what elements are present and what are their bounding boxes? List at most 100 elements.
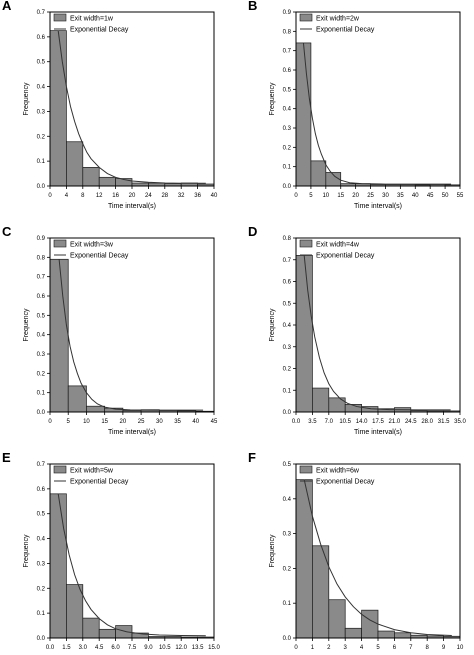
x-tick-label: 25 [367, 193, 374, 199]
y-tick-label: 0.7 [37, 275, 46, 281]
x-tick-label: 0 [294, 193, 298, 199]
x-tick-label: 45 [211, 419, 218, 425]
x-tick-label: 3.5 [308, 419, 317, 425]
x-axis-label: Time interval(s) [108, 429, 156, 436]
bar [344, 627, 362, 639]
x-tick-label: 55 [457, 193, 464, 199]
plot-frame [49, 237, 215, 413]
bar [49, 493, 67, 639]
y-tick-label: 0.8 [283, 236, 292, 242]
y-tick-label: 0.9 [283, 10, 292, 16]
panel-c: C 0 5 10 15 20 25 30 35 40 45 0.0 0.1 0.2 0.3 0.4 0.5 0.6… [2, 224, 218, 436]
legend-curve-label: Exponential Decay [316, 479, 375, 486]
y-tick-label: 0.7 [37, 462, 46, 468]
decay-curve [302, 42, 452, 185]
x-tick-label: 30 [382, 193, 389, 199]
y-tick-label: 0.3 [283, 126, 292, 132]
y-tick-label: 0.3 [37, 352, 46, 358]
x-axis-label: Time interval(s) [354, 203, 402, 210]
x-tick-label: 8 [81, 193, 85, 199]
x-tick-label: 5 [309, 193, 313, 199]
y-tick-label: 0.8 [283, 29, 292, 35]
bar [295, 255, 313, 413]
x-tick-label: 31.5 [438, 419, 450, 425]
bar [66, 141, 84, 187]
y-tick-label: 0.5 [283, 87, 292, 93]
x-tick-label: 15 [101, 419, 108, 425]
bar [49, 30, 67, 187]
y-tick-label: 0.4 [283, 107, 292, 113]
x-tick-label: 35 [174, 419, 181, 425]
legend-curve-label: Exponential Decay [70, 253, 129, 260]
x-tick-label: 10 [322, 193, 329, 199]
y-tick-label: 0.1 [37, 391, 46, 397]
x-tick-label: 2 [327, 645, 331, 651]
bar [295, 42, 312, 187]
y-tick-label: 0.6 [283, 280, 292, 286]
x-tick-label: 12.0 [175, 645, 187, 651]
x-tick-label: 10 [457, 645, 464, 651]
panel-letter: A [2, 0, 12, 13]
panel-letter: E [2, 450, 11, 465]
y-tick-label: 0.5 [37, 512, 46, 518]
x-axis-label: Time interval(s) [354, 429, 402, 436]
x-tick-label: 9.0 [144, 645, 153, 651]
legend-curve-label: Exponential Decay [70, 27, 129, 34]
y-axis-label: Frequency [23, 534, 30, 568]
y-tick-label: 0.9 [37, 236, 46, 242]
y-tick-label: 0.1 [283, 601, 292, 607]
x-tick-label: 15 [337, 193, 344, 199]
y-tick-label: 0.1 [37, 611, 46, 617]
plot-frame [295, 237, 461, 413]
legend-bar-label: Exit width=6w [316, 468, 360, 475]
x-tick-label: 30 [156, 419, 163, 425]
x-tick-label: 0.0 [292, 419, 301, 425]
panel-a: A 0 4 8 12 16 20 24 28 32 36 40 0.0 0.1 0.2 0.3 0.4 0.5 0.… [2, 0, 218, 210]
y-tick-label: 0.2 [37, 134, 46, 140]
x-tick-label: 36 [194, 193, 201, 199]
y-tick-label: 0.2 [283, 145, 292, 151]
x-tick-label: 25 [138, 419, 145, 425]
y-tick-label: 0.6 [37, 487, 46, 493]
decay-curve [303, 255, 451, 411]
x-tick-label: 1 [311, 645, 315, 651]
y-tick-label: 0.6 [37, 294, 46, 300]
y-tick-label: 0.7 [283, 49, 292, 55]
y-axis-label: Frequency [269, 82, 276, 116]
y-tick-label: 0.5 [283, 462, 292, 468]
panel-b: B 0 5 10 15 20 25 30 35 40 45 50 55 0.0 0.1 0.2 0.3 0.4 0.… [248, 0, 464, 210]
legend-bar-label: Exit width=2w [316, 16, 360, 23]
x-tick-label: 12 [96, 193, 103, 199]
legend-curve-label: Exponential Decay [70, 479, 129, 486]
y-tick-label: 0.5 [37, 60, 46, 66]
x-tick-label: 13.5 [192, 645, 204, 651]
y-tick-label: 0.1 [283, 388, 292, 394]
legend-bar-swatch [53, 465, 67, 474]
bar [98, 176, 116, 187]
y-tick-label: 0.2 [37, 586, 46, 592]
y-tick-label: 0.0 [37, 636, 46, 642]
x-tick-label: 40 [211, 193, 218, 199]
bar [66, 584, 84, 639]
x-tick-label: 50 [442, 193, 449, 199]
y-tick-label: 0.3 [37, 561, 46, 567]
decay-curve [58, 259, 204, 411]
x-tick-label: 28 [161, 193, 168, 199]
x-tick-label: 21.0 [389, 419, 401, 425]
panel-letter: F [248, 450, 256, 465]
x-tick-label: 28.0 [421, 419, 433, 425]
y-axis-label: Frequency [23, 308, 30, 342]
x-tick-label: 14.0 [356, 419, 368, 425]
x-axis-label: Time interval(s) [108, 203, 156, 210]
y-tick-label: 0.1 [283, 165, 292, 171]
y-axis-label: Frequency [269, 534, 276, 568]
panel-letter: B [248, 0, 257, 13]
x-tick-label: 32 [178, 193, 185, 199]
legend-bar-swatch [299, 13, 313, 22]
y-tick-label: 0.8 [37, 255, 46, 261]
y-tick-label: 0.7 [37, 10, 46, 16]
x-tick-label: 24 [145, 193, 152, 199]
y-tick-label: 0.4 [283, 497, 292, 503]
x-tick-label: 4 [65, 193, 69, 199]
